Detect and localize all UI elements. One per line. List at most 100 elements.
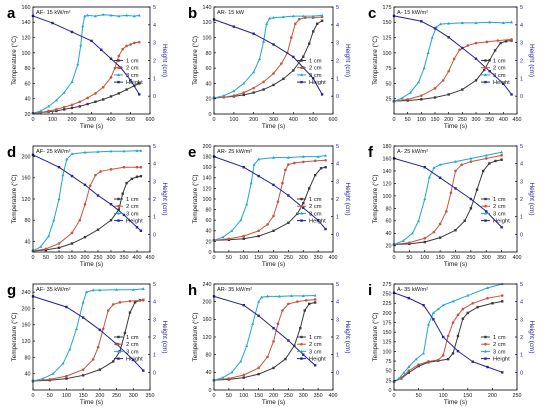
data-point [94, 173, 97, 177]
series-line-2 [32, 41, 140, 114]
y2-axis-label: Height (cm) [161, 182, 168, 215]
data-point [48, 378, 52, 381]
y-tick-label: 20 [25, 112, 31, 118]
y-tick-label: 40 [25, 239, 31, 245]
y-axis-label: Temperature (°C) [10, 174, 18, 223]
data-point [78, 218, 82, 222]
y-tick-label: 100 [383, 349, 392, 355]
data-point [420, 98, 423, 101]
data-point [417, 363, 420, 366]
data-point [286, 156, 290, 159]
legend-label: Height [126, 80, 143, 86]
data-point [423, 197, 427, 201]
data-point [65, 157, 69, 161]
x-tick-label: 200 [249, 117, 258, 123]
x-tick-label: 50 [226, 393, 232, 399]
data-point [84, 290, 88, 294]
x-tick-label: 450 [513, 117, 522, 123]
data-point [242, 373, 246, 377]
series-line-2 [393, 154, 502, 246]
x-tick-label: 400 [329, 393, 338, 399]
data-point [135, 165, 139, 169]
x-tick-label: 0 [393, 255, 396, 261]
data-point [142, 369, 145, 372]
y2-tick-label: 5 [153, 282, 156, 288]
y-tick-label: 200 [383, 311, 392, 317]
x-tick-label: 0 [32, 393, 35, 399]
series-line-3 [32, 150, 141, 252]
data-point [461, 88, 464, 91]
legend-marker [300, 349, 303, 353]
panel-letter: h [188, 282, 197, 299]
legend-marker [484, 73, 487, 76]
data-point [121, 192, 124, 195]
legend-label: Height [493, 80, 510, 86]
x-tick-label: 300 [269, 117, 278, 123]
data-point [280, 62, 283, 65]
data-point [129, 43, 132, 46]
data-point [320, 19, 324, 22]
panel-b: 0 100 200 300 400 500 600 0 20 40 60 80 100 120 140 0 1 2… [188, 5, 351, 130]
legend-label: Height [493, 219, 510, 225]
y-tick-label: 160 [383, 156, 392, 162]
legend-label: 2 cm [309, 66, 322, 72]
data-point [128, 311, 132, 314]
legend-label: 3 cm [126, 211, 139, 217]
data-point [102, 98, 105, 101]
x-tick-label: 300 [107, 255, 116, 261]
data-point [258, 57, 262, 61]
data-point [96, 150, 100, 153]
data-point [272, 183, 275, 187]
legend-marker [300, 357, 303, 360]
data-point [257, 366, 260, 370]
y-tick-label: 180 [383, 144, 392, 150]
data-point [135, 226, 139, 229]
legend-label: 3 cm [309, 211, 322, 217]
y-tick-label: 160 [22, 5, 31, 11]
data-point [484, 153, 488, 157]
data-point [272, 366, 275, 370]
y-tick-label: 140 [203, 5, 212, 11]
y-tick-label: 100 [383, 194, 392, 200]
data-point [281, 15, 285, 19]
y2-tick-label: 1 [336, 353, 339, 359]
data-point [93, 14, 97, 18]
y2-tick-label: 3 [336, 41, 339, 47]
data-point [441, 354, 445, 357]
legend-marker [117, 357, 120, 360]
legend-marker [484, 335, 487, 339]
y-tick-label: 140 [383, 169, 392, 175]
data-point [91, 358, 95, 361]
data-point [78, 100, 82, 104]
data-point [133, 301, 137, 304]
x-tick-label: 200 [451, 255, 460, 261]
data-point [98, 328, 102, 332]
data-point [308, 187, 311, 190]
legend-marker [117, 59, 120, 62]
legend-label: 3 cm [126, 349, 139, 355]
y-axis-label: Temperature (°C) [191, 36, 199, 85]
data-point [461, 46, 464, 50]
x-tick-label: 600 [329, 117, 338, 123]
x-tick-label: 100 [62, 393, 71, 399]
legend-label: Height [126, 219, 143, 225]
panel-letter: i [368, 282, 372, 299]
series-line-2 [213, 16, 323, 99]
data-point [74, 327, 78, 330]
x-tick-label: 250 [466, 255, 475, 261]
data-point [488, 70, 491, 73]
x-tick-label: 0 [213, 255, 216, 261]
data-point [65, 305, 68, 309]
data-point [484, 157, 488, 160]
data-point [232, 89, 236, 93]
x-tick-label: 200 [68, 117, 77, 123]
data-point [436, 358, 440, 362]
y-tick-label: 20 [206, 239, 212, 245]
y-tick-label: 75 [386, 66, 392, 72]
data-point [423, 240, 426, 244]
data-point [70, 242, 74, 245]
legend-marker [117, 204, 120, 208]
legend-marker [484, 59, 487, 62]
series-line-4 [32, 15, 140, 95]
